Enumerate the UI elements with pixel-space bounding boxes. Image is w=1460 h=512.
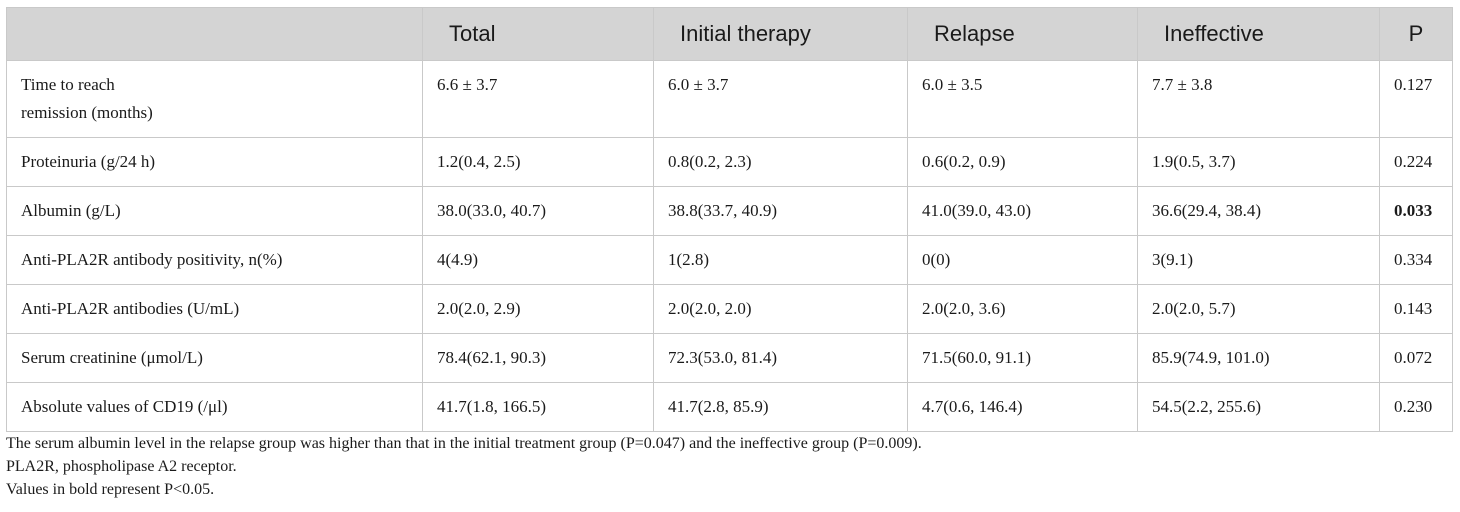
data-table-container: Total Initial therapy Relapse Ineffectiv… [6, 7, 1453, 432]
cell-relapse: 41.0(39.0, 43.0) [907, 186, 1138, 236]
cell-ineffective: 3(9.1) [1137, 235, 1380, 285]
table-row: Anti-PLA2R antibodies (U/mL) 2.0(2.0, 2.… [6, 284, 1453, 334]
cell-relapse: 6.0 ± 3.5 [907, 60, 1138, 138]
header-ineffective: Ineffective [1137, 7, 1380, 61]
cell-ineffective: 1.9(0.5, 3.7) [1137, 137, 1380, 187]
cell-relapse: 71.5(60.0, 91.1) [907, 333, 1138, 383]
header-initial-therapy: Initial therapy [653, 7, 908, 61]
cell-initial-therapy: 38.8(33.7, 40.9) [653, 186, 908, 236]
cell-initial-therapy: 1(2.8) [653, 235, 908, 285]
row-label: Absolute values of CD19 (/μl) [6, 382, 423, 432]
header-row: Total Initial therapy Relapse Ineffectiv… [6, 7, 1453, 61]
footnote-abbreviation: PLA2R, phospholipase A2 receptor. [6, 458, 237, 475]
header-p-value: P [1379, 7, 1453, 61]
cell-relapse: 4.7(0.6, 146.4) [907, 382, 1138, 432]
row-label-line: Time to reach [21, 75, 115, 94]
table-row: Serum creatinine (μmol/L) 78.4(62.1, 90.… [6, 333, 1453, 383]
footnote-bold-legend: Values in bold represent P<0.05. [6, 481, 215, 498]
cell-ineffective: 2.0(2.0, 5.7) [1137, 284, 1380, 334]
cell-total: 78.4(62.1, 90.3) [422, 333, 654, 383]
table-footnotes: The serum albumin level in the relapse g… [6, 432, 922, 501]
row-label: Proteinuria (g/24 h) [6, 137, 423, 187]
cell-initial-therapy: 72.3(53.0, 81.4) [653, 333, 908, 383]
cell-relapse: 0.6(0.2, 0.9) [907, 137, 1138, 187]
cell-relapse: 2.0(2.0, 3.6) [907, 284, 1138, 334]
cell-p-value: 0.072 [1379, 333, 1453, 383]
table-row: Proteinuria (g/24 h) 1.2(0.4, 2.5) 0.8(0… [6, 137, 1453, 187]
cell-ineffective: 54.5(2.2, 255.6) [1137, 382, 1380, 432]
results-table: Total Initial therapy Relapse Ineffectiv… [6, 7, 1453, 432]
footnote-albumin: The serum albumin level in the relapse g… [6, 435, 922, 452]
table-row: Time to reach remission (months) 6.6 ± 3… [6, 60, 1453, 138]
row-label: Serum creatinine (μmol/L) [6, 333, 423, 383]
row-label: Anti-PLA2R antibodies (U/mL) [6, 284, 423, 334]
row-label-line: remission (months) [21, 103, 153, 122]
cell-total: 41.7(1.8, 166.5) [422, 382, 654, 432]
cell-p-value: 0.334 [1379, 235, 1453, 285]
cell-ineffective: 36.6(29.4, 38.4) [1137, 186, 1380, 236]
cell-p-value: 0.224 [1379, 137, 1453, 187]
cell-initial-therapy: 41.7(2.8, 85.9) [653, 382, 908, 432]
cell-initial-therapy: 2.0(2.0, 2.0) [653, 284, 908, 334]
row-label: Albumin (g/L) [6, 186, 423, 236]
cell-initial-therapy: 6.0 ± 3.7 [653, 60, 908, 138]
row-label: Anti-PLA2R antibody positivity, n(%) [6, 235, 423, 285]
cell-p-value: 0.127 [1379, 60, 1453, 138]
cell-p-value: 0.230 [1379, 382, 1453, 432]
table-row: Absolute values of CD19 (/μl) 41.7(1.8, … [6, 382, 1453, 432]
header-total: Total [422, 7, 654, 61]
header-variable [6, 7, 423, 61]
cell-ineffective: 85.9(74.9, 101.0) [1137, 333, 1380, 383]
cell-initial-therapy: 0.8(0.2, 2.3) [653, 137, 908, 187]
cell-total: 4(4.9) [422, 235, 654, 285]
header-relapse: Relapse [907, 7, 1138, 61]
cell-total: 6.6 ± 3.7 [422, 60, 654, 138]
cell-total: 1.2(0.4, 2.5) [422, 137, 654, 187]
cell-total: 38.0(33.0, 40.7) [422, 186, 654, 236]
cell-total: 2.0(2.0, 2.9) [422, 284, 654, 334]
cell-p-value-significant: 0.033 [1379, 186, 1453, 236]
table-row: Albumin (g/L) 38.0(33.0, 40.7) 38.8(33.7… [6, 186, 1453, 236]
cell-ineffective: 7.7 ± 3.8 [1137, 60, 1380, 138]
cell-p-value: 0.143 [1379, 284, 1453, 334]
cell-relapse: 0(0) [907, 235, 1138, 285]
row-label: Time to reach remission (months) [6, 60, 423, 138]
table-row: Anti-PLA2R antibody positivity, n(%) 4(4… [6, 235, 1453, 285]
